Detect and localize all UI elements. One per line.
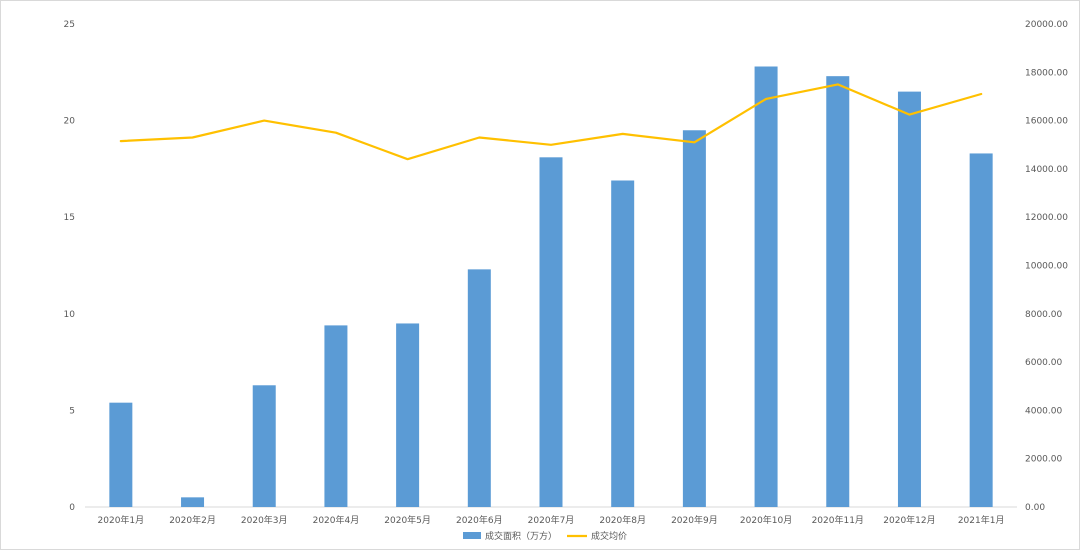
x-tick-label: 2020年4月 xyxy=(313,514,360,526)
y-right-tick-label: 10000.00 xyxy=(1025,262,1068,272)
y-right-tick-label: 12000.00 xyxy=(1025,213,1068,223)
bar xyxy=(324,325,348,507)
bar xyxy=(754,66,778,507)
line-layer xyxy=(119,83,983,161)
x-tick-label: 2020年12月 xyxy=(883,514,935,526)
y-right-tick-label: 8000.00 xyxy=(1025,310,1062,320)
y-right-tick-label: 4000.00 xyxy=(1025,406,1062,416)
legend: 成交面积（万方） 成交均价 xyxy=(463,530,627,542)
bar xyxy=(611,180,635,507)
bar xyxy=(109,402,133,507)
labels-layer: 0 5 10 15 20 25 0.00 2000.00 4000.00 6000.00 8000.… xyxy=(64,20,1069,526)
legend-swatch-bar xyxy=(463,532,481,539)
y-right-tick-label: 20000.00 xyxy=(1025,20,1068,30)
bar xyxy=(969,153,993,507)
y-right-tick-label: 6000.00 xyxy=(1025,358,1062,368)
y-left-tick-label: 0 xyxy=(69,503,75,513)
bar xyxy=(467,269,491,507)
x-tick-label: 2020年11月 xyxy=(812,514,864,526)
bar xyxy=(682,130,706,507)
legend-label-line: 成交均价 xyxy=(591,530,627,542)
legend-label-bar: 成交面积（万方） xyxy=(485,530,557,542)
bar xyxy=(252,385,276,507)
bar xyxy=(826,76,850,507)
bar xyxy=(396,323,420,507)
x-tick-label: 2021年1月 xyxy=(958,514,1005,526)
bars-layer xyxy=(109,66,993,508)
y-right-tick-label: 18000.00 xyxy=(1025,68,1068,78)
x-tick-label: 2020年1月 xyxy=(98,514,145,526)
y-left-tick-label: 5 xyxy=(69,406,75,416)
x-tick-label: 2020年9月 xyxy=(671,514,718,526)
x-tick-label: 2020年10月 xyxy=(740,514,792,526)
x-tick-label: 2020年2月 xyxy=(169,514,216,526)
y-right-tick-label: 2000.00 xyxy=(1025,455,1062,465)
y-right-tick-label: 0.00 xyxy=(1025,503,1045,513)
y-right-tick-label: 16000.00 xyxy=(1025,117,1068,127)
x-tick-label: 2020年7月 xyxy=(528,514,575,526)
y-left-tick-label: 20 xyxy=(64,117,76,127)
x-tick-label: 2020年8月 xyxy=(599,514,646,526)
x-tick-label: 2020年5月 xyxy=(384,514,431,526)
x-tick-label: 2020年6月 xyxy=(456,514,503,526)
y-left-tick-label: 25 xyxy=(64,20,75,30)
x-tick-label: 2020年3月 xyxy=(241,514,288,526)
y-left-tick-label: 15 xyxy=(64,213,75,223)
bar xyxy=(181,497,205,507)
y-right-tick-label: 14000.00 xyxy=(1025,165,1068,175)
y-left-tick-label: 10 xyxy=(64,310,76,320)
bar xyxy=(539,157,563,508)
bar xyxy=(897,91,921,508)
line-series xyxy=(119,83,983,161)
